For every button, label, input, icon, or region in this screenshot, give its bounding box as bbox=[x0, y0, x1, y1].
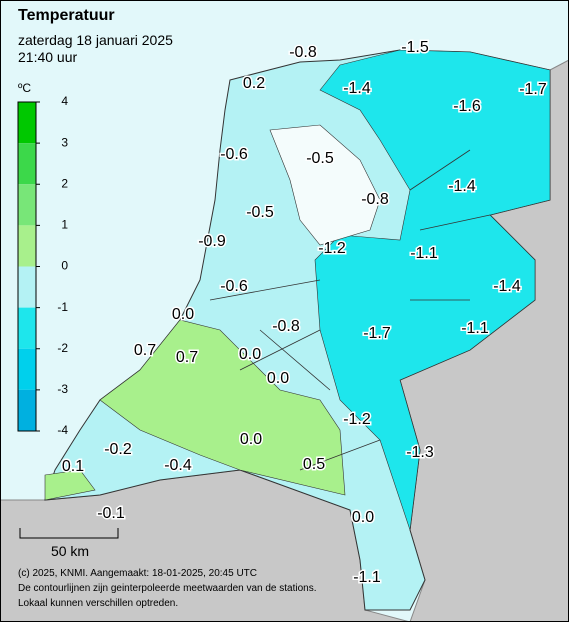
date: zaterdag 18 januari 2025 bbox=[18, 32, 173, 48]
legend-tick-label: 0 bbox=[61, 259, 68, 273]
station-value: 0.2 bbox=[243, 75, 265, 92]
station-value: 0.1 bbox=[62, 458, 84, 475]
station-value: -0.1 bbox=[97, 505, 125, 522]
station-value: -1.2 bbox=[318, 240, 346, 257]
legend-swatch bbox=[18, 143, 36, 185]
station-value: -1.1 bbox=[410, 245, 438, 262]
station-value: -0.4 bbox=[164, 457, 192, 474]
title: Temperatuur bbox=[18, 7, 115, 24]
mild-region bbox=[44, 469, 96, 501]
footer-line: (c) 2025, KNMI. Aangemaakt: 18-01-2025, … bbox=[18, 568, 257, 579]
station-value: -1.1 bbox=[353, 569, 381, 586]
station-value: -0.8 bbox=[361, 191, 389, 208]
station-value: 0.7 bbox=[176, 349, 198, 366]
station-value: -0.8 bbox=[289, 44, 317, 61]
scale-label: 50 km bbox=[51, 543, 89, 559]
legend-swatch bbox=[18, 389, 36, 431]
station-value: -1.1 bbox=[461, 320, 489, 337]
station-value: 0.0 bbox=[172, 306, 194, 323]
station-value: -0.2 bbox=[104, 441, 132, 458]
station-value: -0.5 bbox=[246, 204, 274, 221]
station-value: -0.5 bbox=[306, 150, 334, 167]
station-value: -0.8 bbox=[272, 318, 300, 335]
time: 21:40 uur bbox=[18, 49, 77, 65]
legend-tick-label: 4 bbox=[61, 94, 68, 108]
legend-tick-label: 1 bbox=[61, 218, 68, 232]
legend-swatch bbox=[18, 266, 36, 308]
legend-swatch bbox=[18, 102, 36, 144]
station-value: 0.0 bbox=[240, 431, 262, 448]
station-value: -1.7 bbox=[519, 81, 547, 98]
station-value: -1.4 bbox=[343, 80, 371, 97]
footer-line: De contourlijnen zijn geinterpoleerde me… bbox=[18, 583, 317, 594]
station-value: 0.5 bbox=[303, 456, 325, 473]
station-value: 0.0 bbox=[267, 370, 289, 387]
station-value: -0.6 bbox=[220, 146, 248, 163]
station-value: -1.3 bbox=[406, 444, 434, 461]
station-value: -1.7 bbox=[363, 325, 391, 342]
stations: -0.8 -1.5 0.2 -1.4 -1.6 -1.7 -0.6 -0.5 -1.4 -0.8 -… bbox=[60, 38, 548, 588]
legend-tick-label: 2 bbox=[61, 176, 68, 190]
station-value: -0.6 bbox=[220, 278, 248, 295]
legend-swatch bbox=[18, 184, 36, 226]
mild-region bbox=[99, 319, 346, 496]
station-value: -1.6 bbox=[453, 98, 481, 115]
legend-swatch bbox=[18, 348, 36, 390]
legend-swatch bbox=[18, 225, 36, 267]
station-value: -0.9 bbox=[198, 233, 226, 250]
station-value: 0.0 bbox=[239, 346, 261, 363]
station-value: -1.5 bbox=[401, 39, 429, 56]
legend-swatch bbox=[18, 307, 36, 349]
cold-region bbox=[314, 49, 551, 531]
legend-tick-label: 3 bbox=[61, 135, 68, 149]
legend-tick-label: -3 bbox=[57, 382, 68, 396]
legend-tick-label: -1 bbox=[57, 300, 68, 314]
legend: 4 3 2 1 0 -1 -2 -3 -4 bbox=[17, 94, 68, 437]
province-border bbox=[209, 149, 491, 471]
legend-unit: ºC bbox=[18, 81, 31, 95]
station-value: -1.4 bbox=[493, 278, 521, 295]
station-value: -1.4 bbox=[448, 178, 476, 195]
lake bbox=[269, 124, 381, 246]
legend-tick-label: -4 bbox=[57, 423, 68, 437]
station-value: 0.0 bbox=[352, 509, 374, 526]
footer-line: Lokaal kunnen verschillen optreden. bbox=[18, 598, 178, 609]
scale-bar bbox=[19, 528, 119, 539]
legend-tick-label: -2 bbox=[57, 341, 68, 355]
station-value: 0.7 bbox=[134, 342, 156, 359]
station-value: -1.2 bbox=[343, 411, 371, 428]
